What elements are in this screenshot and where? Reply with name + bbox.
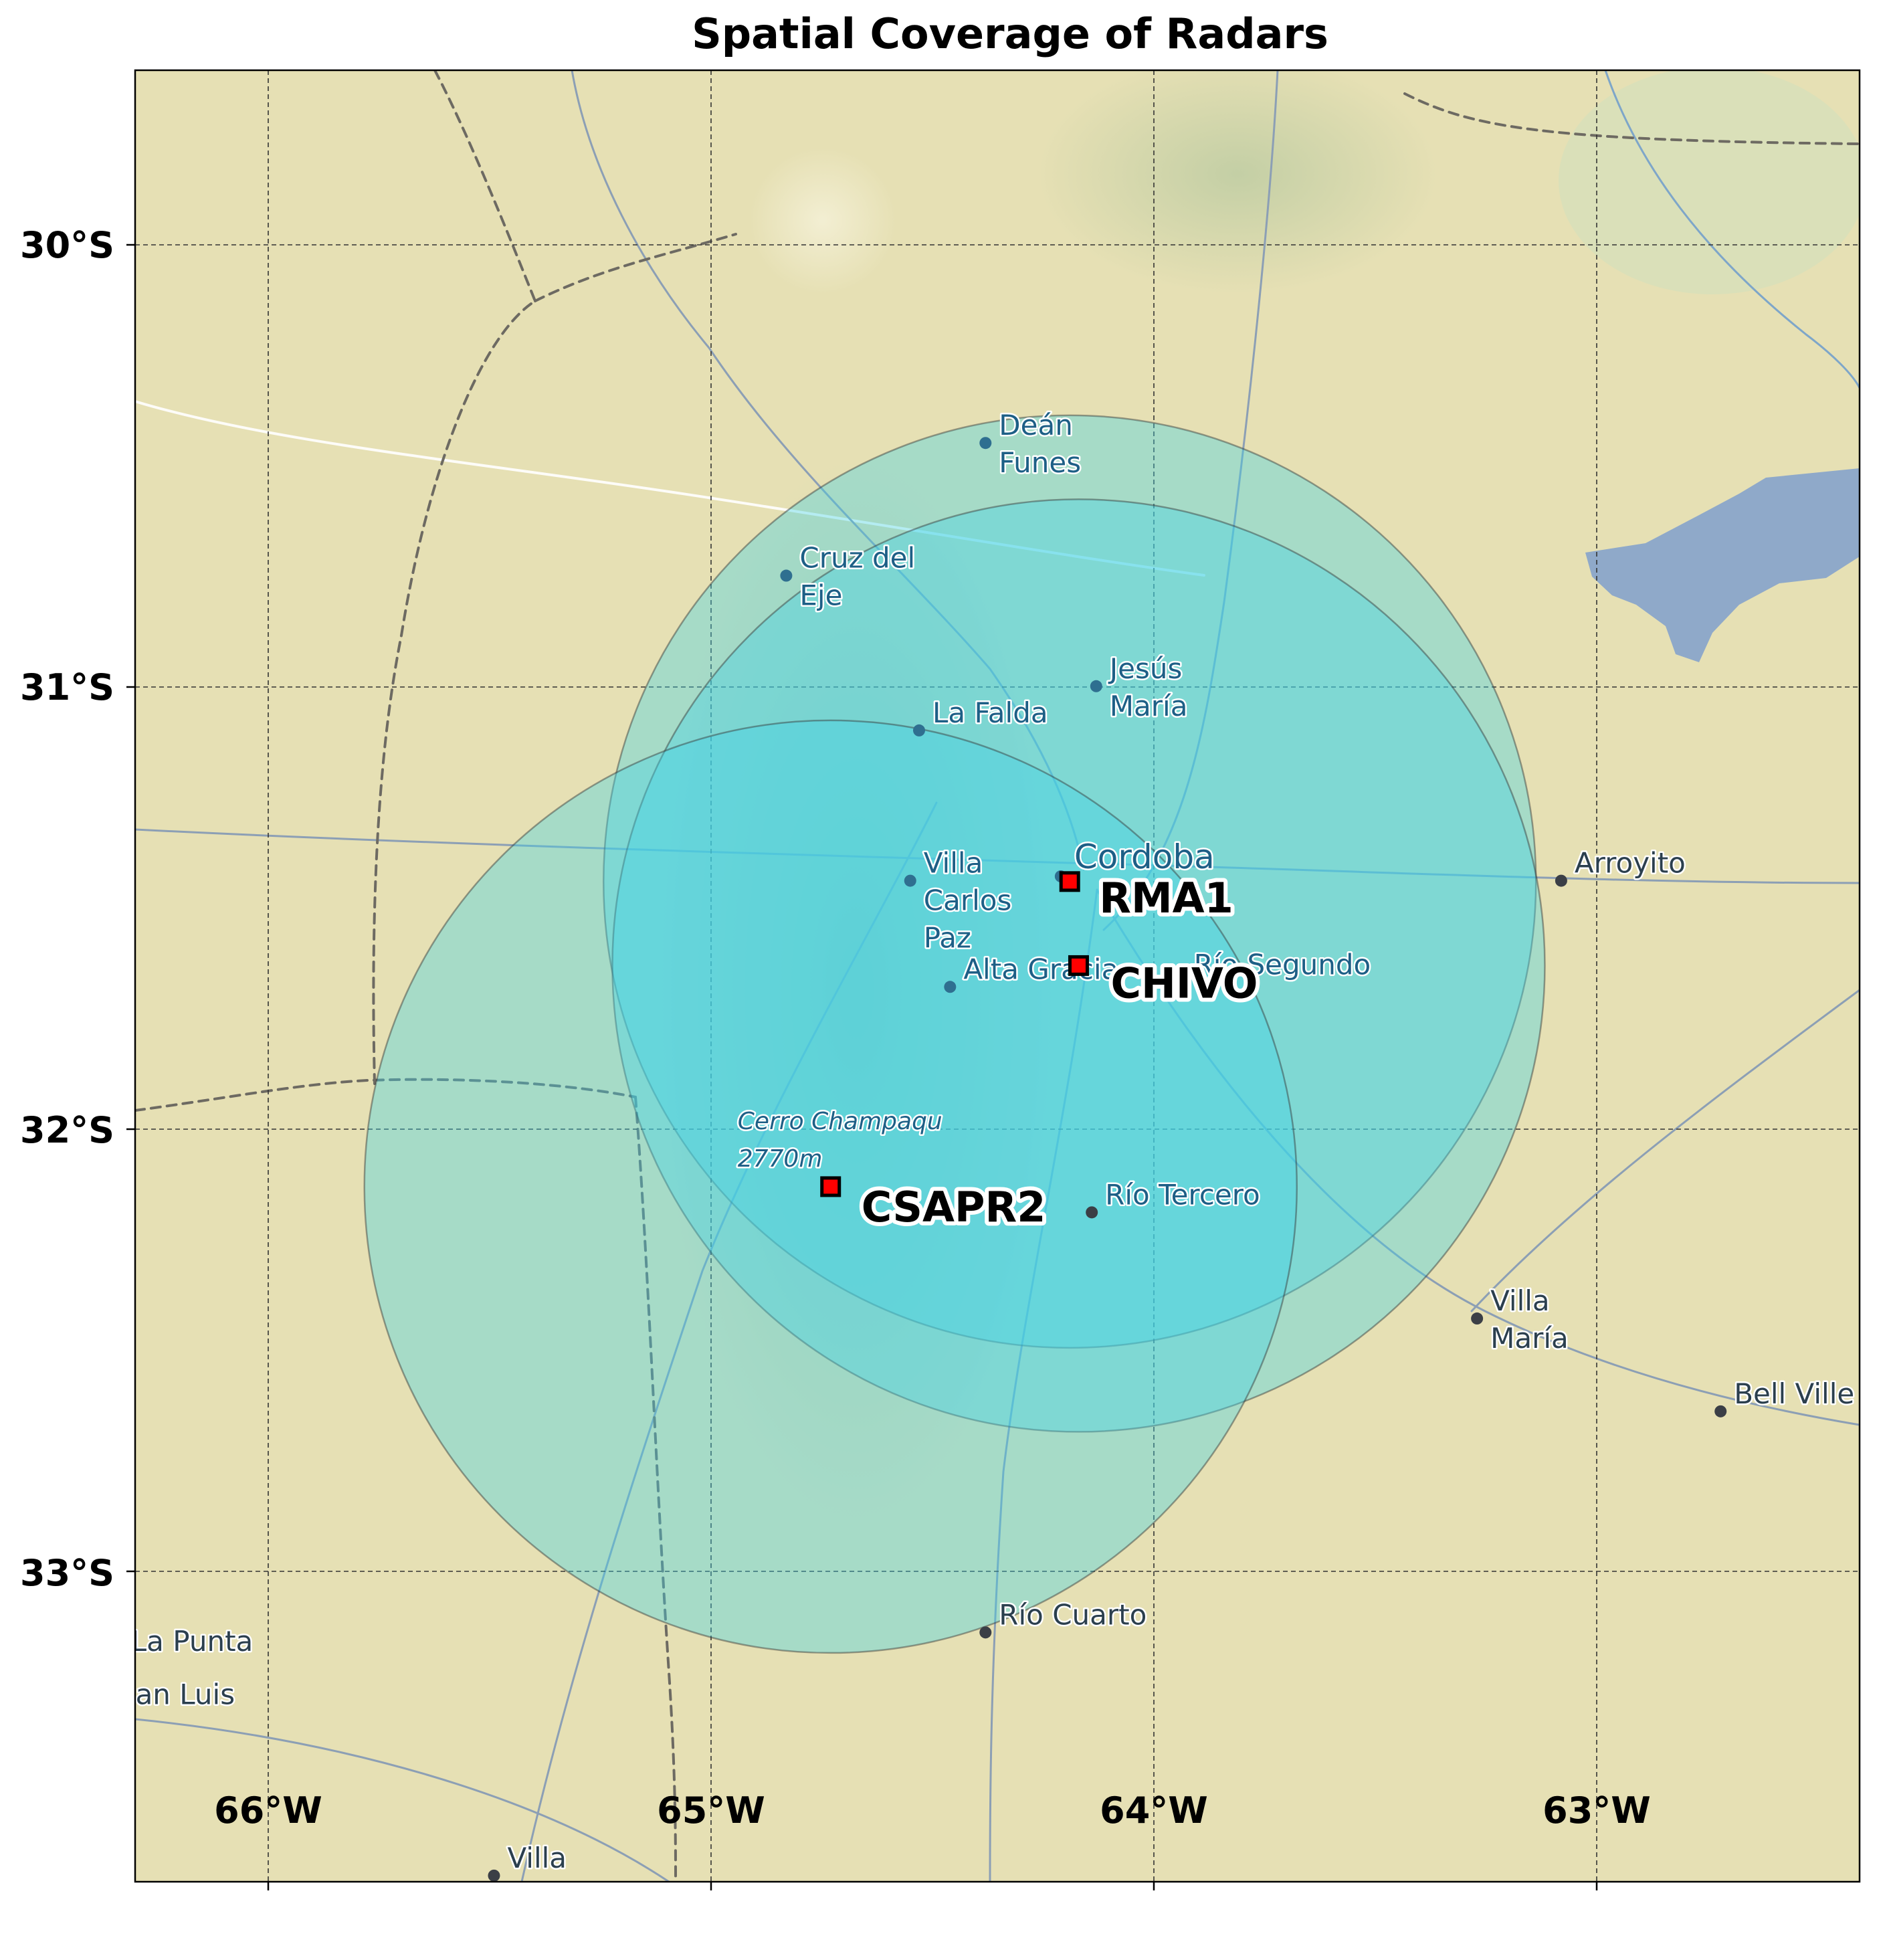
place-label-rio-cuarto: Río Cuarto bbox=[999, 1598, 1147, 1631]
graticule bbox=[135, 70, 1860, 1882]
place-label-san-luis: San Luis bbox=[118, 1678, 235, 1710]
place-dot-la-punta bbox=[112, 1653, 124, 1665]
place-label-jesus-maria: María bbox=[1110, 690, 1188, 722]
radar-label-chivo: CHIVO bbox=[1110, 959, 1258, 1007]
roads-and-borders bbox=[135, 70, 1860, 1882]
place-label-dean-funes: Deán bbox=[999, 409, 1073, 442]
basemap bbox=[135, 70, 1860, 1882]
radar-label-rma1: RMA1 bbox=[1099, 874, 1233, 922]
axis-ticks bbox=[126, 243, 1598, 1890]
place-dot-rio-segundo bbox=[1174, 976, 1187, 989]
radar-marker-chivo[interactable] bbox=[1068, 955, 1089, 976]
lon-label-65w: 65°W bbox=[657, 1789, 765, 1832]
relief-shade-sierras bbox=[656, 455, 1057, 1525]
lat-label-32s: 32°S bbox=[20, 1109, 115, 1151]
place-dot-jesus-maria bbox=[1090, 680, 1102, 692]
lon-label-66w: 66°W bbox=[214, 1789, 322, 1832]
place-dot-alta-gracia bbox=[944, 981, 957, 993]
place-dot-la-falda bbox=[913, 724, 925, 737]
lon-label-64w: 64°W bbox=[1100, 1789, 1208, 1832]
place-dot-arroyito bbox=[1555, 874, 1567, 887]
place-label-cerro-champaqui: Cerro Champaqu bbox=[738, 1108, 942, 1135]
place-label-cruz-del-eje: Eje bbox=[799, 579, 842, 612]
place-label-rio-tercero: Río Tercero bbox=[1105, 1178, 1260, 1211]
place-labels-layer: Deán Funes Cruz del Eje Jesús María La Falda Vi… bbox=[112, 407, 1856, 1912]
place-label-cerro-champaqui: 2770m bbox=[738, 1145, 823, 1173]
place-label-cruz-del-eje: Cruz del bbox=[799, 542, 915, 575]
map-title: Spatial Coverage of Radars bbox=[692, 9, 1328, 58]
place-label-la-punta: La Punta bbox=[131, 1625, 254, 1658]
place-dot-bell-ville bbox=[1714, 1405, 1727, 1417]
place-label-bell-ville: Bell Ville bbox=[1734, 1377, 1854, 1410]
place-label-villa-mercedes: Mercedes bbox=[507, 1879, 642, 1912]
map-frame bbox=[134, 69, 1861, 1883]
salt-flat bbox=[749, 147, 896, 294]
radar-marker-rma1[interactable] bbox=[1059, 871, 1080, 892]
place-dot-villa-mercedes bbox=[488, 1869, 500, 1882]
radar-label-csapr2: CSAPR2 bbox=[862, 1183, 1046, 1232]
place-label-rio-segundo: Río Segundo bbox=[1194, 949, 1371, 981]
place-label-villa-carlos-paz: Villa bbox=[924, 847, 983, 880]
place-label-alta-gracia: Alta Gracia bbox=[963, 953, 1118, 985]
lat-label-33s: 33°S bbox=[20, 1552, 115, 1594]
place-label-villa-carlos-paz: Paz bbox=[924, 922, 971, 955]
relief-shade-east bbox=[1559, 70, 1860, 294]
place-label-cordoba: Cordoba bbox=[1074, 838, 1215, 876]
place-label-jesus-maria: Jesús bbox=[1108, 652, 1183, 685]
place-label-la-falda: La Falda bbox=[932, 696, 1048, 729]
lat-label-31s: 31°S bbox=[20, 666, 115, 708]
lake-mar-chiquita bbox=[1585, 468, 1860, 662]
radar-marker-csapr2[interactable] bbox=[820, 1176, 841, 1197]
lat-label-30s: 30°S bbox=[20, 224, 115, 266]
place-label-dean-funes: Funes bbox=[999, 446, 1081, 479]
lon-label-63w: 63°W bbox=[1543, 1789, 1651, 1832]
place-dot-rio-cuarto bbox=[979, 1626, 992, 1639]
place-dot-villa-carlos-paz bbox=[904, 874, 916, 887]
place-label-villa-maria: María bbox=[1490, 1322, 1569, 1355]
place-label-villa-carlos-paz: Carlos bbox=[924, 884, 1012, 917]
radar-sites-layer: RMA1 CHIVO CSAPR2 bbox=[820, 870, 1262, 1236]
place-dot-dean-funes bbox=[979, 437, 992, 450]
place-dot-cruz-del-eje bbox=[780, 569, 793, 582]
relief-shade-north bbox=[1037, 70, 1438, 294]
place-label-villa-maria: Villa bbox=[1490, 1284, 1550, 1317]
place-label-villa-mercedes: Villa bbox=[507, 1842, 567, 1874]
place-dot-villa-maria bbox=[1471, 1312, 1484, 1325]
place-dot-rio-tercero bbox=[1086, 1206, 1098, 1219]
place-label-arroyito: Arroyito bbox=[1575, 847, 1686, 880]
